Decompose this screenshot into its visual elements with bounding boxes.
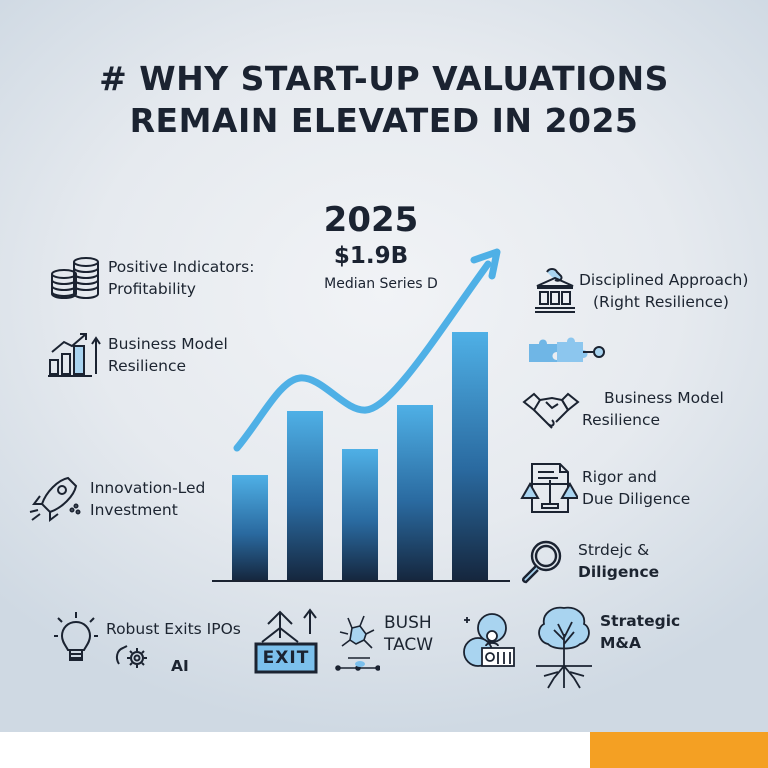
bottom-item-bush-tacw: BUSH TACW	[334, 612, 433, 674]
scales-document-icon	[520, 460, 578, 516]
bottom-item-people-building	[458, 612, 516, 670]
gears-icon	[113, 642, 149, 668]
right-item-rigor: Rigor and Due Diligence	[520, 460, 690, 516]
rocket-icon	[28, 476, 84, 522]
bottom-item-robust-exits: Robust Exits IPOs	[54, 610, 241, 668]
page-title: # WHY START-UP VALUATIONS REMAIN ELEVATE…	[0, 58, 768, 142]
left-item-line1: Positive Indicators:	[108, 258, 255, 276]
bottom-item-line2: M&A	[600, 634, 641, 652]
left-item-profitability: Positive Indicators: Profitability	[48, 256, 254, 300]
bottom-item-line1: BUSH	[384, 613, 432, 633]
title-line-1: # WHY START-UP VALUATIONS	[99, 59, 669, 98]
right-item-strategic-diligence: Strdejc & Diligence	[518, 538, 659, 584]
people-building-icon	[458, 612, 516, 670]
bottom-item-ai-gears	[113, 642, 149, 668]
exit-sign-label: EXIT	[262, 648, 310, 668]
left-item-line1: Business Model	[108, 335, 228, 353]
headline-value: $1.9B	[333, 243, 409, 269]
right-item-line2: Diligence	[578, 563, 660, 581]
right-item-line1: Strdejc &	[578, 541, 650, 559]
magnifier-icon	[518, 538, 564, 584]
left-item-innovation: Innovation-Led Investment	[28, 476, 205, 522]
tree-roots-icon	[534, 604, 594, 690]
left-item-line1: Innovation-Led	[90, 479, 206, 497]
bottom-item-exit: EXIT	[254, 608, 326, 674]
network-circuit-icon	[334, 612, 380, 674]
left-item-line2: Profitability	[108, 280, 196, 298]
puzzle-pieces-icon	[527, 336, 611, 364]
bottom-item-ai-label: AI	[171, 657, 189, 675]
right-item-disciplined: Disciplined Approach) (Right Resilience)	[533, 268, 748, 314]
bank-building-icon	[533, 268, 577, 314]
right-item-line2: Due Diligence	[582, 490, 691, 508]
bar-chart-growth-icon	[48, 332, 104, 378]
right-item-line1: Disciplined Approach)	[579, 271, 749, 289]
left-item-business-model: Business Model Resilience	[48, 332, 228, 378]
right-item-puzzle	[527, 336, 611, 364]
headline-caption: Median Series D	[324, 276, 438, 292]
left-item-line2: Investment	[90, 501, 178, 519]
coins-stack-icon	[48, 256, 104, 300]
right-item-line1: Rigor and	[582, 468, 657, 486]
left-item-line2: Resilience	[108, 357, 187, 375]
right-item-line2: (Right Resilience)	[593, 293, 729, 311]
bottom-item-strategic-ma: Strategic M&A	[534, 604, 680, 690]
title-line-2: REMAIN ELEVATED IN 2025	[129, 101, 639, 140]
lightbulb-icon	[54, 610, 98, 668]
bottom-item-line2: TACW	[384, 635, 434, 655]
right-item-business-model: Business Model Resilience	[522, 388, 724, 434]
right-item-line1: Business Model	[604, 389, 724, 407]
exit-sign-icon: EXIT	[254, 608, 326, 674]
bottom-item-label: Robust Exits IPOs	[106, 620, 241, 638]
headline-year: 2025	[323, 200, 419, 240]
footer-accent-block	[590, 732, 768, 768]
handshake-icon	[522, 388, 580, 434]
bottom-item-line1: Strategic	[600, 612, 681, 630]
right-item-line2: Resilience	[582, 411, 661, 429]
